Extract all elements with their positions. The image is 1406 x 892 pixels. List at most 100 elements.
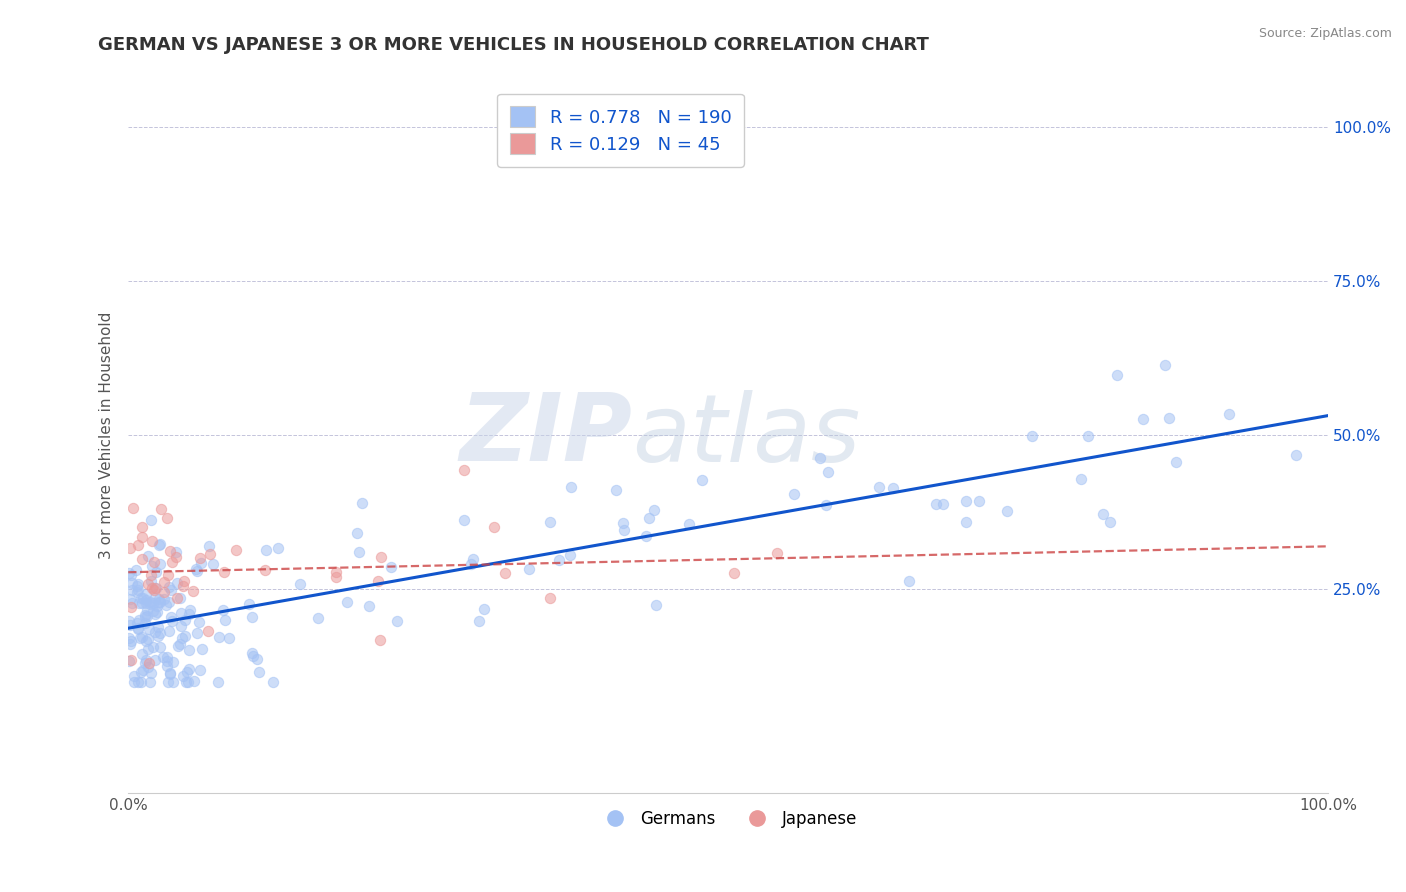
Point — [238, 598, 260, 612]
Point — [172, 669, 194, 683]
Point — [120, 567, 142, 582]
Point — [190, 550, 212, 565]
Point — [131, 596, 153, 610]
Point — [146, 599, 169, 614]
Point — [191, 642, 214, 657]
Point — [198, 539, 221, 553]
Point — [139, 594, 162, 608]
Point — [186, 626, 208, 640]
Point — [307, 610, 329, 624]
Point — [134, 615, 156, 630]
Point — [125, 616, 148, 631]
Point — [173, 574, 195, 589]
Point — [370, 549, 392, 564]
Point — [138, 623, 160, 637]
Point — [159, 666, 181, 681]
Point — [723, 566, 745, 580]
Point — [145, 581, 167, 595]
Point — [118, 592, 141, 607]
Point — [118, 566, 141, 581]
Point — [162, 674, 184, 689]
Point — [143, 607, 166, 622]
Point — [336, 595, 359, 609]
Point — [121, 583, 143, 598]
Point — [558, 548, 581, 562]
Point — [127, 582, 149, 597]
Point — [165, 545, 187, 559]
Point — [141, 574, 163, 589]
Point — [141, 533, 163, 548]
Point — [174, 674, 197, 689]
Point — [967, 493, 990, 508]
Point — [125, 562, 148, 576]
Point — [644, 599, 666, 613]
Point — [174, 614, 197, 628]
Point — [461, 552, 484, 566]
Point — [925, 497, 948, 511]
Point — [159, 609, 181, 624]
Point — [172, 579, 194, 593]
Point — [548, 553, 571, 567]
Point — [169, 606, 191, 620]
Point — [142, 640, 165, 655]
Point — [368, 632, 391, 647]
Point — [678, 516, 700, 531]
Point — [138, 674, 160, 689]
Point — [177, 607, 200, 622]
Point — [149, 595, 172, 609]
Point — [817, 465, 839, 479]
Text: Source: ZipAtlas.com: Source: ZipAtlas.com — [1258, 27, 1392, 40]
Point — [148, 592, 170, 607]
Point — [127, 622, 149, 636]
Point — [132, 663, 155, 677]
Point — [380, 560, 402, 574]
Point — [197, 624, 219, 638]
Point — [202, 558, 225, 572]
Point — [262, 674, 284, 689]
Point — [155, 650, 177, 665]
Point — [129, 665, 152, 679]
Point — [453, 463, 475, 477]
Point — [162, 555, 184, 569]
Point — [149, 537, 172, 551]
Point — [160, 582, 183, 597]
Point — [453, 513, 475, 527]
Point — [156, 510, 179, 524]
Point — [494, 566, 516, 580]
Point — [955, 493, 977, 508]
Point — [387, 614, 409, 628]
Point — [152, 650, 174, 665]
Point — [143, 625, 166, 640]
Point — [136, 632, 159, 646]
Point — [149, 640, 172, 655]
Point — [135, 653, 157, 667]
Point — [136, 577, 159, 591]
Point — [157, 624, 180, 638]
Point — [122, 501, 145, 516]
Point — [560, 481, 582, 495]
Point — [135, 634, 157, 648]
Point — [127, 674, 149, 689]
Point — [808, 450, 831, 465]
Point — [690, 473, 713, 487]
Point — [1218, 407, 1240, 421]
Point — [136, 641, 159, 656]
Point — [187, 615, 209, 630]
Point — [882, 481, 904, 495]
Point — [159, 666, 181, 681]
Point — [932, 497, 955, 511]
Point — [179, 662, 201, 676]
Point — [128, 614, 150, 628]
Point — [149, 625, 172, 640]
Point — [135, 602, 157, 616]
Point — [612, 516, 634, 530]
Point — [141, 558, 163, 573]
Point — [169, 591, 191, 605]
Point — [160, 614, 183, 628]
Point — [177, 674, 200, 689]
Point — [898, 574, 921, 588]
Point — [367, 574, 389, 588]
Point — [325, 570, 347, 584]
Point — [129, 674, 152, 689]
Point — [143, 591, 166, 606]
